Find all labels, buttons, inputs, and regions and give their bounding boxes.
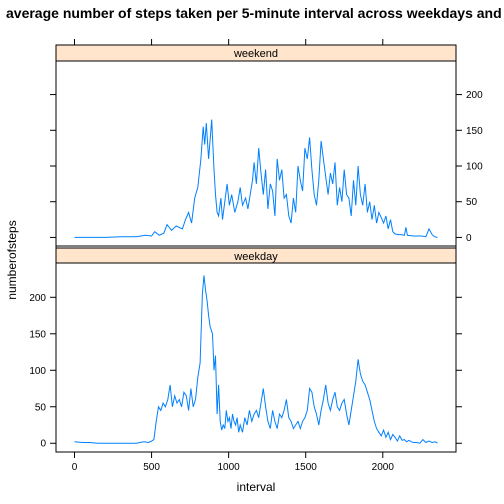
y-tick-label-weekend: 200 [466, 90, 483, 101]
chart-title: average number of steps taken per 5-minu… [6, 5, 504, 21]
y-tick-label-weekend: 100 [466, 162, 483, 173]
y-tick-label-weekend: 50 [466, 197, 478, 208]
x-tick-label: 1000 [218, 462, 241, 473]
y-tick-label-weekend: 0 [466, 233, 472, 244]
y-axis-label: numberofsteps [5, 220, 19, 299]
y-tick-label-weekday: 150 [29, 329, 46, 340]
strip-label-weekday: weekday [233, 251, 278, 263]
series-line-weekday [74, 275, 438, 444]
y-tick-label-weekend: 150 [466, 126, 483, 137]
x-tick-label: 0 [72, 462, 78, 473]
x-tick-label: 500 [143, 462, 160, 473]
x-axis-label: interval [237, 480, 276, 494]
plot-area-weekday [55, 262, 457, 453]
y-tick-label-weekday: 100 [29, 366, 46, 377]
x-tick-label: 2000 [372, 462, 395, 473]
series-line-weekend [74, 119, 438, 238]
y-tick-label-weekday: 0 [40, 439, 46, 450]
plot-area-weekend [55, 60, 457, 247]
panel-weekday: weekday [55, 247, 457, 453]
strip-label-weekend: weekend [233, 48, 278, 60]
panel-weekend: weekend [55, 44, 457, 247]
x-tick-label: 1500 [295, 462, 318, 473]
y-tick-label-weekday: 50 [35, 402, 47, 413]
y-tick-label-weekday: 200 [29, 293, 46, 304]
